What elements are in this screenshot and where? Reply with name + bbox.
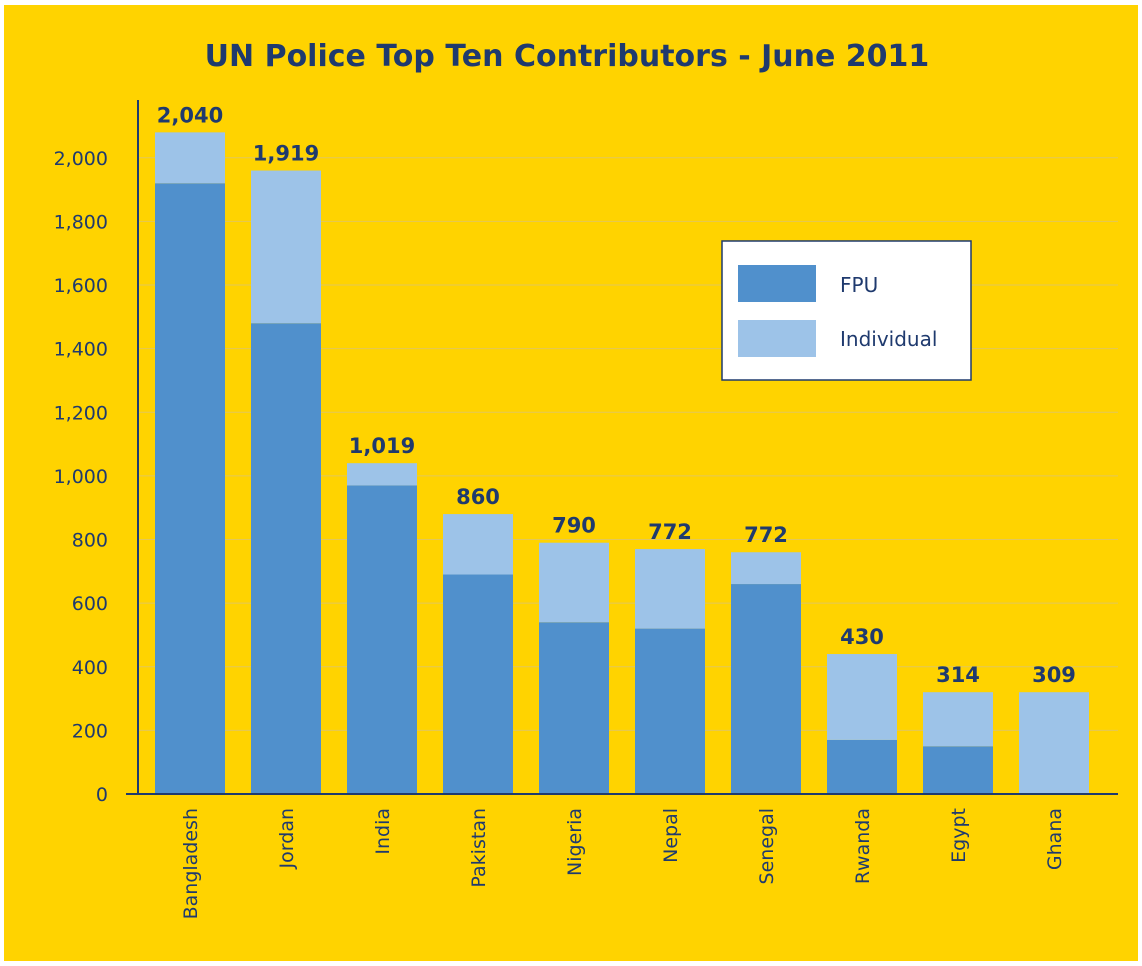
x-axis-labels: Bangladesh Jordan India Pakistan Nigeria Nepa… bbox=[180, 808, 1066, 919]
x-category-label: Nigeria bbox=[564, 808, 586, 876]
y-tick-label: 1,600 bbox=[54, 275, 108, 297]
bar-fpu-nepal bbox=[635, 628, 705, 794]
bar-individual-egypt bbox=[923, 692, 993, 747]
legend-swatch-fpu bbox=[738, 265, 816, 302]
bar-individual-nepal bbox=[635, 549, 705, 629]
y-tick-label: 1,400 bbox=[54, 339, 108, 361]
bar-individual-nigeria bbox=[539, 542, 609, 623]
y-axis-ticks: 0 200 400 600 800 1,000 1,200 1,400 1,600 1,800 2,… bbox=[54, 148, 108, 806]
bar-total-label: 2,040 bbox=[157, 103, 223, 127]
bar-individual-jordan bbox=[251, 170, 321, 324]
bar-total-label: 790 bbox=[552, 514, 596, 538]
bar-total-labels: 2,040 1,919 1,019 860 790 772 772 430 314 309 bbox=[157, 103, 1076, 687]
legend-label-fpu: FPU bbox=[840, 273, 878, 297]
y-tick-label: 600 bbox=[72, 593, 108, 615]
legend-swatch-individual bbox=[738, 320, 816, 357]
bar-individual-bangladesh bbox=[155, 132, 225, 184]
x-category-label: Senegal bbox=[756, 808, 778, 884]
x-category-label: Nepal bbox=[660, 808, 682, 863]
bar-fpu-senegal bbox=[731, 584, 801, 794]
y-tick-label: 1,000 bbox=[54, 466, 108, 488]
bar-fpu-india bbox=[347, 485, 417, 794]
y-tick-label: 0 bbox=[96, 784, 108, 806]
bar-total-label: 1,919 bbox=[253, 142, 319, 166]
bar-individual-senegal bbox=[731, 552, 801, 585]
bar-fpu-nigeria bbox=[539, 622, 609, 794]
x-category-label: Egypt bbox=[948, 808, 970, 863]
legend-box bbox=[721, 240, 972, 381]
x-category-label: India bbox=[372, 808, 394, 855]
bar-fpu-jordan bbox=[251, 323, 321, 794]
y-tick-label: 1,800 bbox=[54, 211, 108, 233]
legend: FPU Individual bbox=[721, 240, 972, 381]
bar-total-label: 860 bbox=[456, 485, 500, 509]
chart-title: UN Police Top Ten Contributors - June 20… bbox=[205, 39, 930, 74]
bar-total-label: 314 bbox=[936, 663, 980, 687]
y-tick-label: 800 bbox=[72, 530, 108, 552]
bar-individual-india bbox=[347, 463, 417, 486]
x-category-label: Jordan bbox=[276, 808, 298, 869]
y-tick-label: 200 bbox=[72, 720, 108, 742]
bar-fpu-rwanda bbox=[827, 739, 897, 794]
x-category-label: Ghana bbox=[1044, 808, 1066, 870]
bar-total-label: 772 bbox=[648, 520, 692, 544]
bar-individual-ghana bbox=[1019, 692, 1089, 794]
y-tick-label: 1,200 bbox=[54, 402, 108, 424]
x-category-label: Pakistan bbox=[468, 808, 490, 888]
x-category-label: Rwanda bbox=[852, 808, 874, 884]
bar-individual-pakistan bbox=[443, 514, 513, 575]
bar-fpu-pakistan bbox=[443, 574, 513, 794]
y-tick-label: 2,000 bbox=[54, 148, 108, 170]
bar-individual-rwanda bbox=[827, 654, 897, 740]
bar-total-label: 772 bbox=[744, 523, 788, 547]
bar-total-label: 1,019 bbox=[349, 434, 415, 458]
y-tick-label: 400 bbox=[72, 657, 108, 679]
bar-fpu-egypt bbox=[923, 746, 993, 794]
bar-fpu-bangladesh bbox=[155, 183, 225, 794]
bars bbox=[155, 132, 1089, 794]
bar-total-label: 309 bbox=[1032, 663, 1076, 687]
bar-total-label: 430 bbox=[840, 625, 884, 649]
x-category-label: Bangladesh bbox=[180, 808, 202, 919]
legend-label-individual: Individual bbox=[840, 327, 937, 351]
